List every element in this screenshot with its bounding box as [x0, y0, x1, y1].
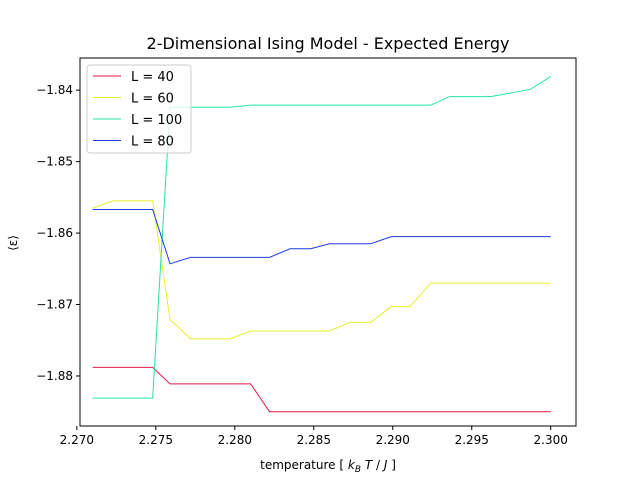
- y-tick-label: −1.84: [36, 83, 73, 97]
- x-axis-label-sub: B: [355, 465, 361, 475]
- x-tick-label: 2.300: [534, 433, 568, 447]
- series-line-3: [92, 208, 551, 265]
- x-tick-label: 2.270: [60, 433, 94, 447]
- x-tick-label: 2.280: [218, 433, 252, 447]
- x-tick-label: 2.290: [376, 433, 410, 447]
- legend-label: L = 40: [131, 70, 174, 85]
- x-tick-label: 2.275: [139, 433, 173, 447]
- x-axis-label-j: J: [382, 458, 388, 472]
- x-tick-label: 2.295: [455, 433, 489, 447]
- x-axis-label-k: k: [348, 458, 356, 472]
- legend-label: L = 100: [131, 113, 182, 128]
- y-tick-label: −1.88: [36, 369, 73, 383]
- y-tick-label: −1.85: [36, 155, 73, 169]
- x-axis-label-suffix: ]: [387, 458, 396, 472]
- y-tick-label: −1.87: [36, 298, 73, 312]
- y-axis-label: ⟨ε⟩: [6, 235, 20, 251]
- y-tick-label: −1.86: [36, 226, 73, 240]
- legend-box: [86, 64, 192, 154]
- x-axis-label-t: T: [361, 458, 374, 472]
- series-line-0: [92, 366, 551, 413]
- x-axis-label-prefix: temperature [: [260, 458, 348, 472]
- legend-label: L = 60: [131, 92, 174, 107]
- x-tick-label: 2.285: [297, 433, 331, 447]
- legend: L = 40 L = 60 L = 100 L = 80: [86, 64, 192, 154]
- plot-frame: [79, 57, 577, 427]
- chart-title: 2-Dimensional Ising Model - Expected Ene…: [147, 34, 510, 53]
- x-axis-ticks: 2.270 2.275 2.280 2.285 2.290 2.295 2.300: [60, 426, 568, 447]
- legend-label: L = 80: [131, 135, 174, 150]
- y-axis-ticks: −1.88 −1.87 −1.86 −1.85 −1.84: [36, 83, 80, 383]
- x-axis-label-slash: /: [372, 458, 384, 472]
- series-line-2: [92, 76, 551, 399]
- x-axis-label: temperature [ kB T / J ]: [260, 458, 396, 475]
- series-line-1: [92, 200, 551, 340]
